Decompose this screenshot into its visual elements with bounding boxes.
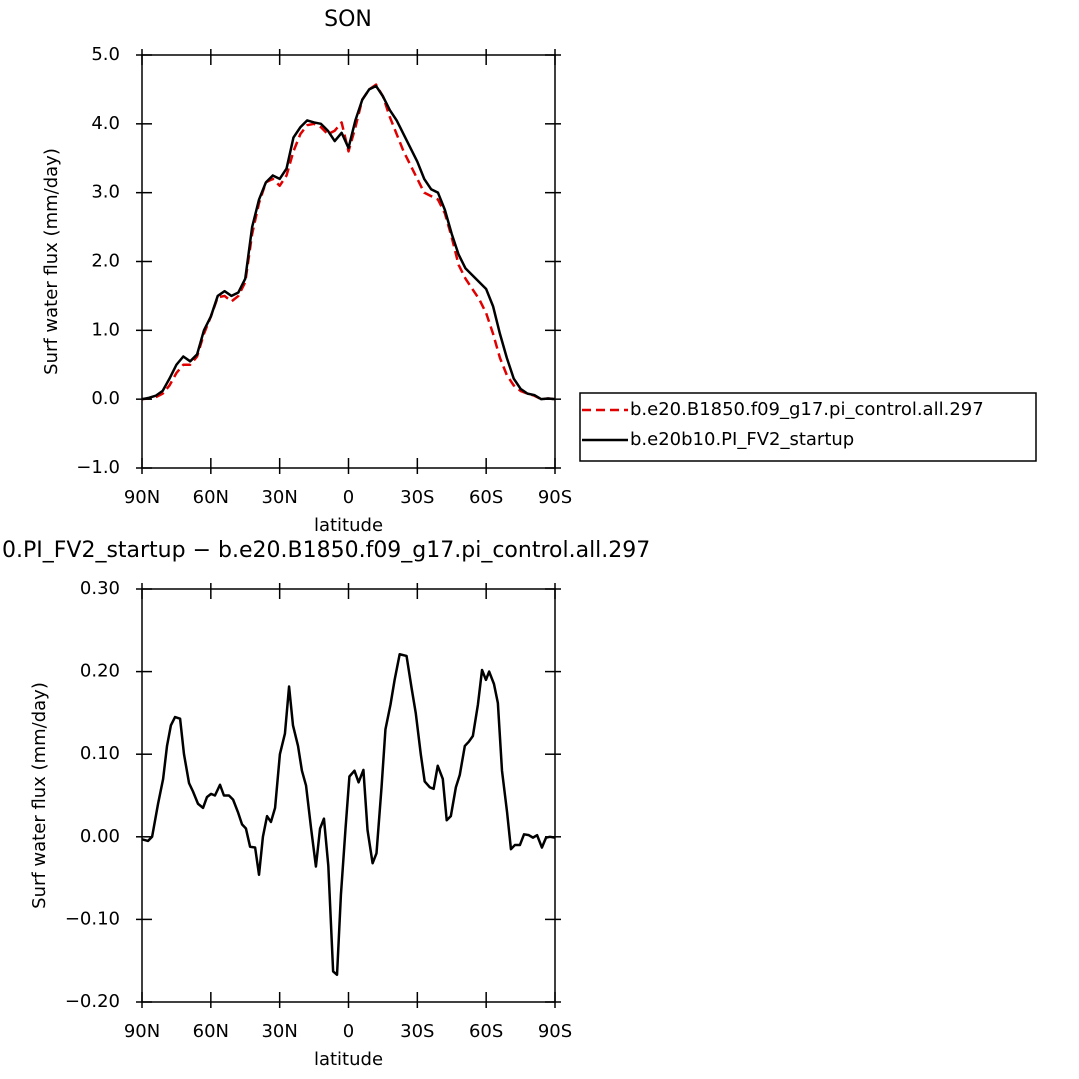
- x-tick-label: 90S: [538, 487, 572, 508]
- y-tick-label: −0.20: [65, 991, 120, 1012]
- data-line: [141, 83, 556, 401]
- y-tick-label: 0.10: [80, 743, 120, 764]
- x-tick-label: 30N: [261, 1021, 297, 1042]
- y-tick-label: 0.30: [80, 578, 120, 599]
- x-tick-label: 60N: [193, 487, 229, 508]
- x-tick-label: 90N: [124, 487, 160, 508]
- chart-title: 0.PI_FV2_startup − b.e20.B1850.f09_g17.p…: [2, 538, 650, 563]
- x-tick-label: 60S: [469, 1021, 503, 1042]
- y-axis-label: Surf water flux (mm/day): [29, 682, 50, 909]
- x-tick-label: 30N: [261, 487, 297, 508]
- y-tick-label: 5.0: [91, 44, 120, 65]
- x-tick-label: 0: [343, 1021, 354, 1042]
- plot-frame: [141, 54, 556, 469]
- y-tick-label: 2.0: [91, 251, 120, 272]
- y-tick-label: −0.10: [65, 908, 120, 929]
- legend-label: b.e20b10.PI_FV2_startup: [630, 429, 854, 450]
- y-tick-label: 4.0: [91, 113, 120, 134]
- y-tick-label: 0.20: [80, 661, 120, 682]
- y-tick-label: −1.0: [76, 457, 120, 478]
- x-axis-label: latitude: [314, 1049, 383, 1070]
- chart-title: SON: [324, 7, 372, 32]
- legend-label: b.e20.B1850.f09_g17.pi_control.all.297: [630, 399, 984, 420]
- x-tick-label: 30S: [400, 1021, 434, 1042]
- y-tick-label: 0.00: [80, 826, 120, 847]
- y-tick-label: 0.0: [91, 388, 120, 409]
- x-tick-label: 60N: [193, 1021, 229, 1042]
- x-tick-label: 60S: [469, 487, 503, 508]
- x-tick-label: 90S: [538, 1021, 572, 1042]
- data-line: [141, 84, 556, 401]
- x-axis-label: latitude: [314, 515, 383, 536]
- y-tick-label: 3.0: [91, 182, 120, 203]
- x-tick-label: 90N: [124, 1021, 160, 1042]
- x-tick-label: 0: [343, 487, 354, 508]
- x-tick-label: 30S: [400, 487, 434, 508]
- y-tick-label: 1.0: [91, 319, 120, 340]
- y-axis-label: Surf water flux (mm/day): [41, 148, 62, 375]
- data-line: [141, 653, 556, 976]
- legend-box: [579, 392, 1037, 462]
